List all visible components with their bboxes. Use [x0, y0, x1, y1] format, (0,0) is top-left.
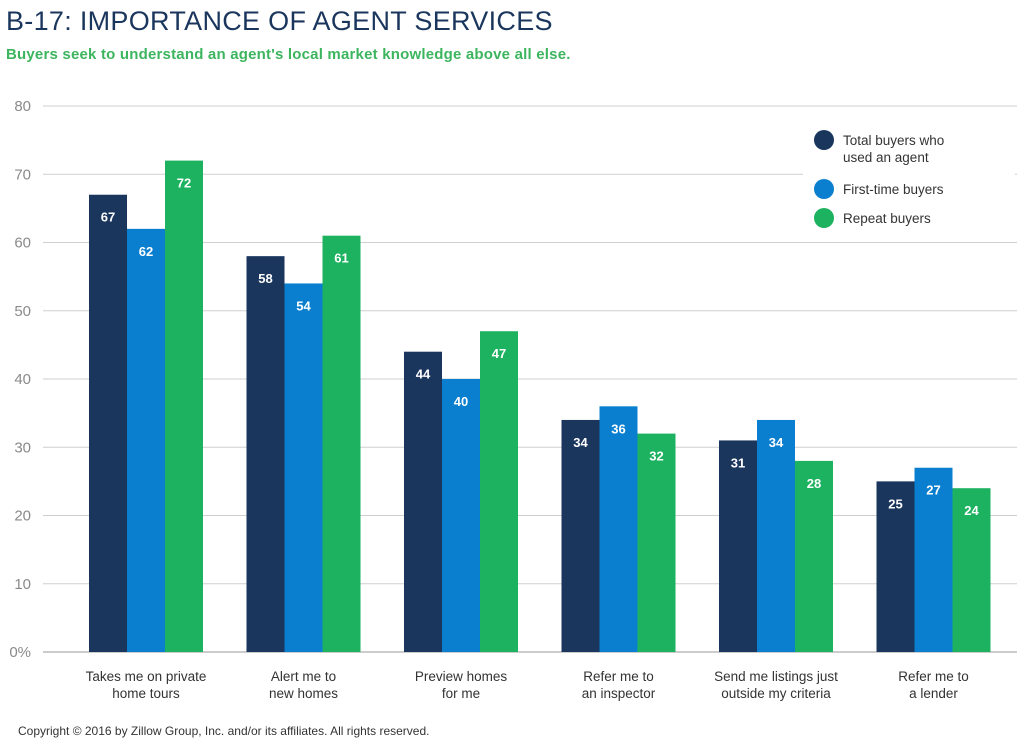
legend-marker	[814, 130, 834, 150]
x-axis: Takes me on private home tours Alert me to…	[86, 669, 969, 701]
bar	[719, 440, 757, 652]
chart-subtitle: Buyers seek to understand an agent's loc…	[6, 46, 571, 63]
bar-value-label: 67	[101, 210, 115, 225]
bar-value-label: 28	[807, 476, 821, 491]
category-label: home tours	[112, 686, 180, 701]
bar-value-label: 27	[926, 483, 940, 498]
bar-value-label: 58	[258, 271, 272, 286]
bar-value-label: 36	[611, 421, 625, 436]
bar-value-label: 31	[731, 455, 745, 470]
chart-title: B-17: IMPORTANCE OF AGENT SERVICES	[6, 6, 553, 36]
bar	[795, 460, 833, 652]
legend-marker	[814, 208, 834, 228]
bar	[876, 481, 915, 652]
category-label: a lender	[909, 686, 958, 701]
y-tick-label: 10	[14, 576, 31, 593]
bar-value-label: 47	[492, 346, 506, 361]
bars: 67 62 72 58 54 61 44 40 47 34 36 32 31 34 28 25 27 24	[89, 160, 991, 653]
legend-label: Repeat buyers	[843, 211, 931, 226]
category-label: Refer me to	[583, 669, 654, 684]
copyright-notice: Copyright © 2016 by Zillow Group, Inc. a…	[18, 724, 430, 738]
category-label: Alert me to	[271, 669, 336, 684]
bar-value-label: 72	[177, 176, 191, 191]
bar	[127, 228, 165, 652]
category-label: an inspector	[582, 686, 656, 701]
bar-value-label: 24	[964, 503, 979, 518]
y-tick-label: 20	[14, 508, 31, 525]
bar	[284, 283, 323, 652]
category-label: for me	[442, 686, 480, 701]
bar-value-label: 44	[416, 367, 431, 382]
legend-box	[803, 114, 1015, 242]
bar-value-label: 61	[334, 251, 348, 266]
y-tick-label: 50	[14, 303, 31, 320]
category-label: Send me listings just	[714, 669, 838, 684]
bar	[914, 467, 953, 652]
bar	[480, 331, 518, 652]
bar-value-label: 62	[139, 244, 153, 259]
y-tick-label: 80	[14, 98, 31, 115]
bar-value-label: 25	[888, 496, 902, 511]
y-axis: 0% 10 20 30 40 50 60 70 80	[9, 98, 31, 661]
category-label: new homes	[269, 686, 338, 701]
bar	[246, 256, 285, 652]
legend: Total buyers who used an agent First-time …	[803, 114, 1015, 242]
bar	[561, 419, 600, 652]
bar	[165, 160, 203, 652]
legend-label: Total buyers who	[843, 133, 944, 148]
legend-label: First-time buyers	[843, 182, 944, 197]
y-tick-label: 0%	[9, 644, 31, 661]
bar-chart: 0% 10 20 30 40 50 60 70 80 67 62 72 58 54 61 44 40 47 34 3…	[9, 98, 1017, 701]
bar-value-label: 32	[649, 449, 663, 464]
bar-value-label: 34	[573, 435, 588, 450]
bar	[442, 379, 480, 652]
bar	[599, 406, 638, 652]
y-tick-label: 60	[14, 235, 31, 252]
bar	[89, 194, 127, 652]
bar	[757, 419, 795, 652]
y-tick-label: 30	[14, 439, 31, 456]
bar-value-label: 34	[769, 435, 784, 450]
bar-value-label: 40	[454, 394, 468, 409]
bar	[322, 235, 361, 653]
y-tick-label: 40	[14, 371, 31, 388]
legend-marker	[814, 179, 834, 199]
category-label: Preview homes	[415, 669, 508, 684]
legend-label: used an agent	[843, 150, 929, 165]
bar	[637, 433, 676, 652]
bar-value-label: 54	[296, 298, 311, 313]
bar	[404, 351, 442, 652]
category-label: Takes me on private	[86, 669, 207, 684]
y-tick-label: 70	[14, 166, 31, 183]
category-label: Refer me to	[898, 669, 969, 684]
category-label: outside my criteria	[721, 686, 831, 701]
bar	[952, 488, 991, 652]
